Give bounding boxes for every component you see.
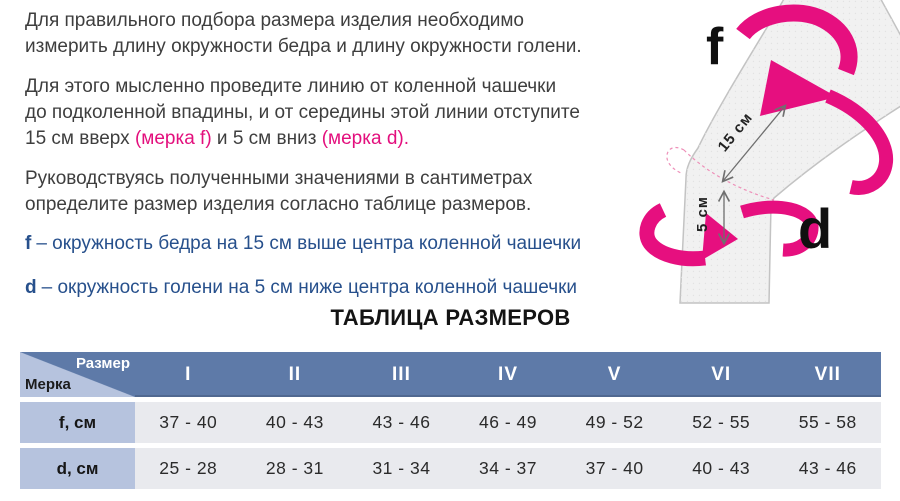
intro-text: Для правильного подбора размера изделия … — [25, 8, 621, 300]
corner-label-size: Размер — [75, 355, 130, 372]
size-column-header: V — [607, 363, 622, 385]
size-column-header: VI — [711, 363, 732, 385]
knee-measurement-illustration: 15 см 5 см f d — [639, 0, 900, 304]
table-cell: 31 - 34 — [348, 448, 455, 489]
measure-d-text: – окружность голени на 5 см ниже центра … — [41, 277, 578, 298]
measure-f-text: – окружность бедра на 15 см выше центра … — [36, 233, 582, 254]
table-cell: 55 - 58 — [774, 402, 882, 443]
table-cell: 25 - 28 — [135, 448, 242, 489]
table-cell: 37 - 40 — [561, 448, 668, 489]
row-label: d, см — [20, 448, 135, 489]
table-row-d: d, см 25 - 28 28 - 31 31 - 34 34 - 37 37… — [20, 448, 882, 489]
label-f: f — [706, 18, 724, 76]
size-table-title: ТАБЛИЦА РАЗМЕРОВ — [330, 305, 571, 330]
text-segment: 15 см вверх — [25, 128, 135, 149]
table-cell: 28 - 31 — [241, 448, 349, 489]
size-table: Размер Мерка I II III IV V VI VII f, см … — [20, 352, 882, 489]
measure-d-letter: d — [25, 277, 37, 298]
text-line: Для правильного подбора размера изделия … — [25, 10, 524, 31]
measure-d-definition: d – окружность голени на 5 см ниже центра… — [25, 276, 621, 300]
thigh-circumference-arrow — [736, 4, 894, 195]
mark-d-highlight: (мерка d). — [321, 128, 409, 149]
table-cell: 43 - 46 — [774, 448, 882, 489]
table-cell: 40 - 43 — [667, 448, 775, 489]
text-line: измерить длину окружности бедра и длину … — [25, 36, 582, 57]
intro-paragraph-3: Руководствуясь полученными значениями в … — [25, 166, 621, 218]
table-cell: 46 - 49 — [454, 402, 562, 443]
size-column-header: IV — [498, 363, 518, 385]
corner-label-measure: Мерка — [25, 376, 71, 393]
size-column-header: II — [288, 363, 302, 385]
text-line: определите размер изделия согласно табли… — [25, 194, 532, 215]
measure-f-definition: f – окружность бедра на 15 см выше центра… — [25, 232, 621, 256]
table-cell: 34 - 37 — [454, 448, 562, 489]
table-corner-cell: Размер Мерка — [20, 352, 135, 397]
knee-joint-dashed-line — [666, 146, 775, 201]
label-d: d — [798, 197, 832, 260]
text-line: до подколенной впадины, и от середины эт… — [25, 102, 580, 123]
table-cell: 49 - 52 — [561, 402, 668, 443]
measure-f-letter: f — [25, 233, 32, 254]
measure-5cm-label: 5 см — [694, 196, 711, 232]
table-cell: 43 - 46 — [348, 402, 455, 443]
table-header-row: Размер Мерка I II III IV V VI VII — [20, 352, 881, 397]
size-column-header: III — [392, 363, 411, 385]
table-cell: 37 - 40 — [135, 402, 242, 443]
text-segment: и 5 см вниз — [211, 128, 322, 149]
text-line: Для этого мысленно проведите линию от ко… — [25, 76, 557, 97]
thigh-arrowhead — [760, 60, 837, 116]
text-line: Руководствуясь полученными значениями в … — [25, 168, 533, 189]
table-cell: 52 - 55 — [667, 402, 775, 443]
measure-15cm-arrow — [721, 104, 787, 183]
mark-f-highlight: (мерка f) — [134, 128, 212, 149]
size-column-header: VII — [814, 363, 841, 385]
intro-paragraph-2: Для этого мысленно проведите линию от ко… — [25, 74, 621, 152]
table-row-f: f, см 37 - 40 40 - 43 43 - 46 46 - 49 49… — [20, 402, 882, 443]
size-column-header: I — [185, 363, 192, 385]
table-cell: 40 - 43 — [241, 402, 349, 443]
leg-shape — [679, 0, 900, 304]
row-label: f, см — [20, 402, 135, 443]
intro-paragraph-1: Для правильного подбора размера изделия … — [25, 8, 621, 60]
text-line: 15 см вверх (мерка f) и 5 см вниз (мерка… — [25, 126, 621, 152]
